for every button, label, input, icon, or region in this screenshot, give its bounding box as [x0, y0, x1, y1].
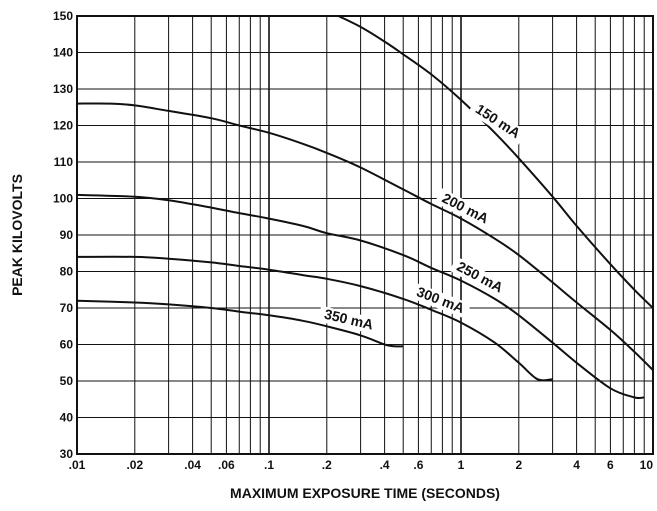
x-tick-label: .2	[322, 458, 332, 472]
x-tick-label: .01	[69, 458, 86, 472]
x-tick-label: .02	[126, 458, 143, 472]
x-tick-label: 2	[515, 458, 522, 472]
curve-label-350-ma: 350 mA	[323, 306, 375, 333]
series-line-200-ma	[76, 102, 654, 371]
y-tick-label: 60	[60, 338, 74, 352]
y-axis-label: PEAK KILOVOLTS	[9, 174, 25, 296]
x-tick-label: .6	[413, 458, 423, 472]
y-tick-label: 70	[60, 301, 74, 315]
y-tick-label: 150	[53, 9, 73, 23]
y-tick-label: 130	[53, 82, 73, 96]
y-tick-label: 110	[54, 155, 74, 169]
grid	[76, 15, 653, 455]
curve-label-bg	[449, 256, 510, 299]
curve-label-bg	[317, 305, 380, 335]
x-tick-label: .06	[218, 458, 235, 472]
curve-label-bg	[409, 282, 472, 319]
x-tick-label: 4	[573, 458, 580, 472]
curve-label-bg	[468, 98, 528, 145]
y-tick-label: 100	[53, 192, 73, 206]
curve-label-300-ma: 300 mA	[415, 283, 467, 316]
x-tick-label: 6	[607, 458, 614, 472]
x-tick-label: .1	[264, 458, 274, 472]
x-tick-label: 1	[458, 458, 465, 472]
y-tick-label: 50	[60, 374, 74, 388]
tick-labels: 30405060708090100110120130140150.01.02.0…	[53, 9, 653, 472]
y-tick-label: 120	[53, 119, 73, 133]
curve-label-bg	[434, 188, 496, 230]
x-tick-label: .04	[184, 458, 201, 472]
curves	[76, 15, 654, 400]
x-axis-label: MAXIMUM EXPOSURE TIME (SECONDS)	[230, 485, 500, 501]
y-tick-label: 30	[60, 447, 74, 461]
series-line-250-ma	[76, 193, 645, 400]
y-tick-label: 90	[60, 228, 74, 242]
series-line-350-ma	[76, 299, 404, 348]
y-tick-label: 80	[60, 265, 74, 279]
series-line-300-ma	[76, 255, 553, 382]
series-line-150-ma	[338, 15, 654, 309]
y-tick-label: 140	[53, 46, 73, 60]
x-tick-label: 10	[640, 458, 654, 472]
x-tick-label: .4	[380, 458, 390, 472]
y-tick-label: 40	[60, 411, 74, 425]
plot-frame	[76, 15, 654, 455]
